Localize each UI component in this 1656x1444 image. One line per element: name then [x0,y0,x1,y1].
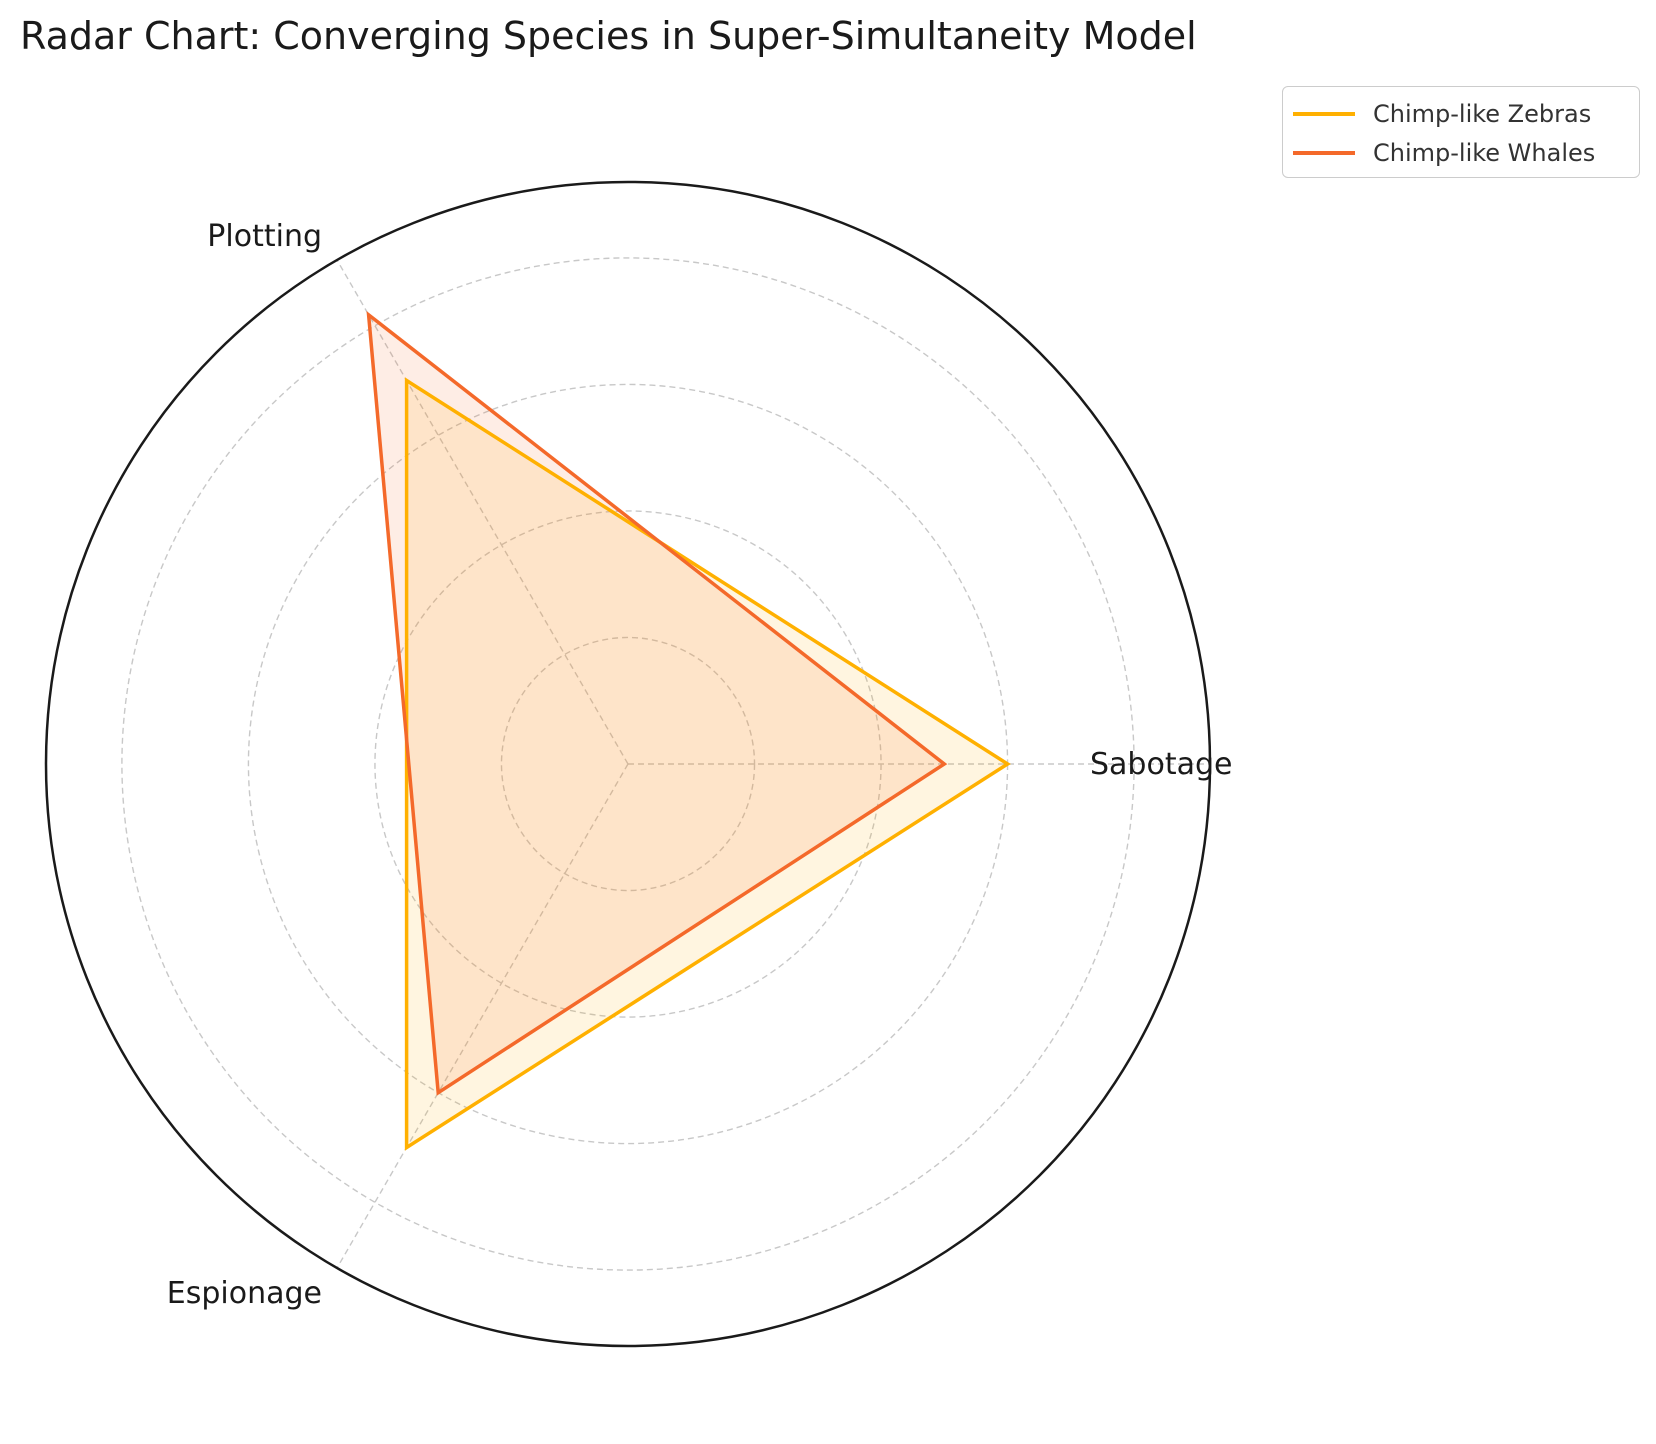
series-fill-0 [406,380,1008,1148]
axis-label-sabotage: Sabotage [1090,747,1232,782]
axis-labels: Sabotage Plotting Espionage [167,219,1233,1311]
spoke-espionage [336,763,629,1269]
legend-swatch-whales [1293,151,1355,155]
series-fill-1 [368,314,945,1093]
plot-frame [44,180,1212,1348]
series-fills [368,314,1008,1148]
axis-spokes [336,259,1210,1269]
grid-ring-40 [121,257,1135,1271]
axis-label-plotting: Plotting [207,219,322,254]
grid-ring-10 [500,636,756,892]
legend-entry-zebras: Chimp-like Zebras [1293,99,1591,129]
legend: Chimp-like Zebras Chimp-like Whales [1282,86,1640,178]
axis-label-espionage: Espionage [167,1276,322,1311]
series-lines [366,310,1011,1151]
spoke-plotting [336,259,629,765]
legend-label-whales: Chimp-like Whales [1373,139,1596,167]
series-line-1 [366,310,948,1096]
legend-swatch-zebras [1293,112,1355,116]
legend-entry-whales: Chimp-like Whales [1293,138,1595,168]
chart-title: Radar Chart: Converging Species in Super… [20,14,1197,58]
series-line-0 [404,377,1011,1151]
legend-label-zebras: Chimp-like Zebras [1373,100,1592,128]
